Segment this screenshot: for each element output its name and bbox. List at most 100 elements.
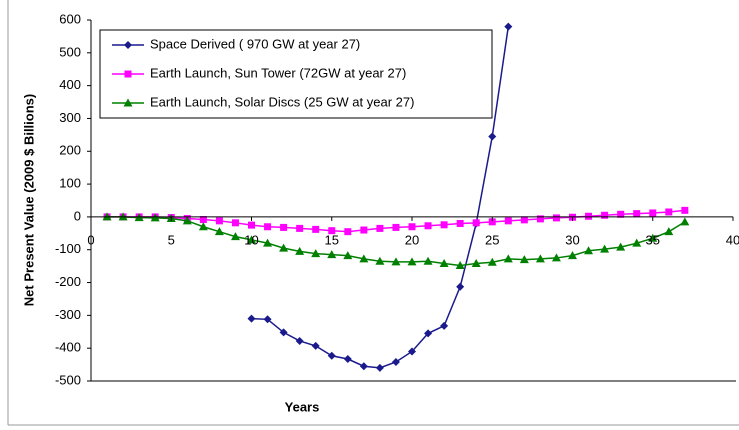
- point: [601, 211, 609, 219]
- point: [520, 216, 528, 224]
- point: [182, 216, 192, 225]
- point: [408, 223, 416, 231]
- x-tick-label: 40: [726, 232, 739, 247]
- point: [424, 222, 432, 230]
- x-tick-label: 15: [325, 232, 339, 247]
- legend-label: Space Derived ( 970 GW at year 27): [150, 36, 360, 51]
- point: [311, 249, 321, 258]
- point: [407, 257, 417, 266]
- point: [552, 214, 560, 222]
- x-tick-label: 5: [168, 232, 175, 247]
- point: [215, 217, 223, 225]
- point: [199, 216, 207, 224]
- y-tick-label: 100: [59, 176, 81, 191]
- point: [312, 225, 320, 233]
- point: [343, 251, 353, 260]
- point: [311, 341, 320, 350]
- point: [617, 210, 625, 218]
- point: [392, 223, 400, 231]
- legend-label: Earth Launch, Solar Discs (25 GW at year…: [150, 94, 414, 109]
- point: [616, 242, 626, 251]
- point: [456, 282, 465, 291]
- point: [488, 218, 496, 226]
- point: [279, 243, 289, 252]
- x-tick-label: 35: [646, 232, 660, 247]
- point: [375, 363, 384, 372]
- point: [198, 222, 208, 231]
- point: [440, 221, 448, 229]
- point: [376, 224, 384, 232]
- point: [360, 226, 368, 234]
- y-tick-label: -400: [55, 340, 81, 355]
- point: [424, 329, 433, 338]
- point: [296, 224, 304, 232]
- point: [584, 246, 594, 255]
- point: [247, 235, 256, 244]
- point: [408, 347, 416, 356]
- point: [247, 314, 256, 323]
- point: [536, 215, 544, 223]
- point: [600, 244, 610, 253]
- x-tick-label: 0: [87, 232, 94, 247]
- point: [519, 255, 529, 264]
- point: [568, 251, 577, 260]
- legend-marker: [124, 70, 132, 78]
- point: [264, 223, 272, 231]
- y-tick-label: -500: [55, 372, 81, 387]
- point: [248, 221, 255, 229]
- point: [681, 206, 689, 214]
- y-axis-label: Net Present Value (2009 $ Billions): [21, 94, 36, 306]
- x-tick-label: 25: [485, 232, 499, 247]
- y-tick-label: -200: [55, 274, 81, 289]
- y-tick-label: 600: [59, 11, 81, 26]
- point: [535, 254, 545, 263]
- point: [680, 217, 690, 226]
- point: [231, 219, 239, 227]
- point: [295, 246, 305, 255]
- legend-label: Earth Launch, Sun Tower (72GW at year 27…: [150, 65, 406, 80]
- point: [439, 259, 449, 268]
- y-tick-label: 500: [59, 44, 81, 59]
- point: [585, 212, 593, 220]
- point: [359, 254, 369, 263]
- point: [504, 217, 512, 225]
- point: [551, 253, 561, 262]
- x-tick-label: 30: [565, 232, 579, 247]
- point: [295, 336, 304, 345]
- point: [456, 219, 464, 227]
- point: [487, 257, 497, 266]
- point: [665, 208, 673, 216]
- point: [327, 351, 336, 360]
- x-axis-label: Years: [285, 399, 320, 414]
- point: [359, 362, 368, 371]
- point: [633, 210, 641, 218]
- x-tick-label: 10: [244, 232, 258, 247]
- point: [328, 227, 336, 235]
- y-tick-label: 200: [59, 143, 81, 158]
- point: [263, 238, 273, 247]
- point: [279, 328, 288, 337]
- y-tick-label: 0: [74, 208, 81, 223]
- point: [263, 315, 272, 324]
- legend-marker: [123, 98, 133, 107]
- legend-marker: [124, 41, 132, 49]
- point: [648, 233, 658, 242]
- point: [471, 259, 481, 268]
- y-tick-label: 300: [59, 110, 81, 125]
- point: [455, 260, 465, 269]
- point: [423, 256, 433, 265]
- point: [391, 257, 401, 266]
- y-tick-label: 400: [59, 77, 81, 92]
- point: [472, 219, 480, 227]
- point: [504, 22, 513, 31]
- legend-box: [99, 29, 493, 119]
- x-tick-label: 20: [405, 232, 419, 247]
- point: [391, 357, 400, 366]
- point: [503, 254, 513, 263]
- plot-area: [102, 22, 690, 372]
- point: [375, 256, 385, 265]
- point: [649, 209, 657, 217]
- point: [280, 223, 288, 231]
- point: [440, 321, 449, 330]
